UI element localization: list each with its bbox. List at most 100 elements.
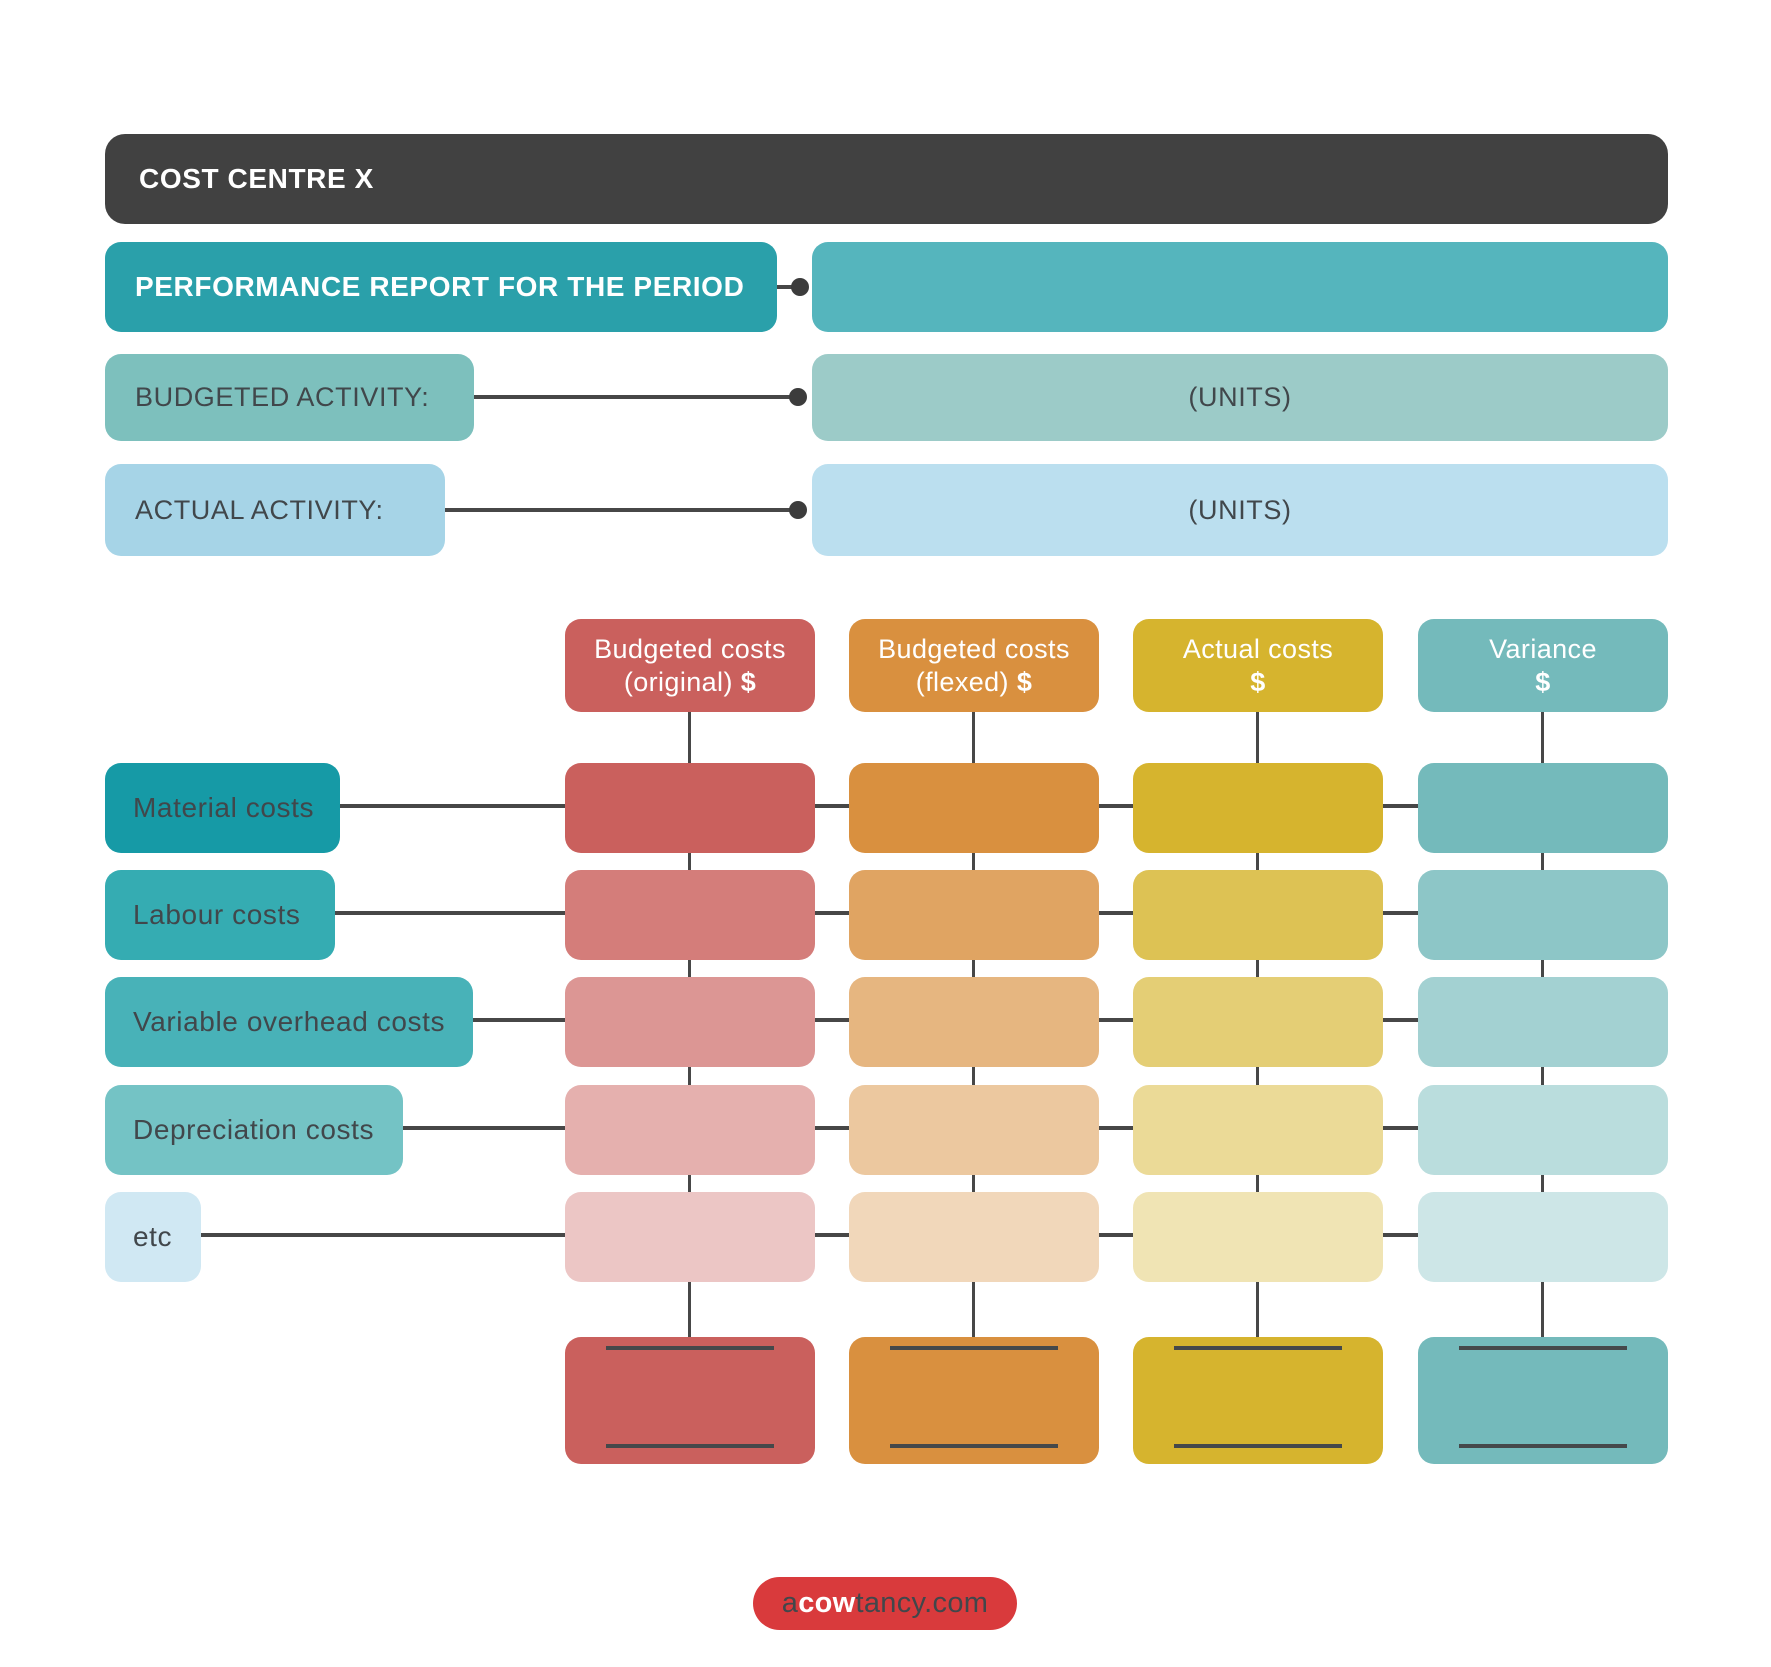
- connector-line: [1256, 1282, 1259, 1337]
- connector-line: [403, 1126, 565, 1130]
- total-rule-top: [606, 1346, 774, 1350]
- actual-activity-label: ACTUAL ACTIVITY:: [135, 494, 384, 525]
- total-box-c0: [565, 1337, 815, 1464]
- connector-line: [1099, 1233, 1133, 1237]
- total-box-c3: [1418, 1337, 1668, 1464]
- column-header-sublabel-text: (original): [623, 666, 733, 697]
- connector-line: [1541, 712, 1544, 763]
- connector-line: [688, 853, 691, 870]
- column-header-variance: Variance $: [1418, 619, 1668, 712]
- connector-line: [335, 911, 565, 915]
- row-label-text: Depreciation costs: [133, 1114, 375, 1145]
- grid-cell-r0-c0: [565, 763, 815, 853]
- grid-cell-r2-c3: [1418, 977, 1668, 1067]
- total-rule-bottom: [1459, 1444, 1627, 1448]
- total-rule-bottom: [1174, 1444, 1342, 1448]
- connector-line: [688, 960, 691, 977]
- column-header-sublabel: $: [1418, 666, 1668, 699]
- currency-symbol: $: [1016, 666, 1033, 697]
- grid-cell-r0-c2: [1133, 763, 1383, 853]
- brand-bold: cow: [798, 1587, 856, 1619]
- connector-line: [1099, 804, 1133, 808]
- connector-line: [1099, 1018, 1133, 1022]
- connector-line: [1541, 853, 1544, 870]
- connector-line: [1256, 1175, 1259, 1192]
- connector-dot: [791, 278, 809, 296]
- brand-suffix: tancy.com: [855, 1587, 989, 1619]
- column-header-sublabel: (original) $: [565, 666, 815, 699]
- total-rule-top: [1459, 1346, 1627, 1350]
- connector-line: [1383, 1233, 1418, 1237]
- grid-cell-r3-c1: [849, 1085, 1099, 1175]
- connector-line: [815, 911, 849, 915]
- grid-cell-r3-c2: [1133, 1085, 1383, 1175]
- connector-line: [1383, 1126, 1418, 1130]
- connector-line: [201, 1233, 565, 1237]
- connector-line: [445, 508, 792, 512]
- row-label-variable-overhead-costs: Variable overhead costs: [105, 977, 473, 1067]
- connector-line: [972, 960, 975, 977]
- connector-line: [815, 1018, 849, 1022]
- connector-line: [688, 712, 691, 763]
- grid-cell-r1-c0: [565, 870, 815, 960]
- connector-line: [1256, 712, 1259, 763]
- grid-cell-r1-c3: [1418, 870, 1668, 960]
- currency-symbol: $: [1535, 666, 1551, 697]
- connector-line: [473, 1018, 565, 1022]
- grid-cell-r1-c2: [1133, 870, 1383, 960]
- connector-line: [688, 1175, 691, 1192]
- actual-activity-units: (UNITS): [1188, 494, 1292, 525]
- total-box-c1: [849, 1337, 1099, 1464]
- row-label-etc: etc: [105, 1192, 201, 1282]
- connector-line: [1383, 1018, 1418, 1022]
- connector-line: [1383, 911, 1418, 915]
- currency-symbol: $: [1250, 666, 1266, 697]
- row-label-text: etc: [133, 1221, 173, 1252]
- performance-report-value-box: [812, 242, 1668, 332]
- column-header-label: Variance: [1489, 633, 1597, 664]
- connector-line: [777, 285, 797, 289]
- connector-line: [972, 1067, 975, 1085]
- connector-line: [972, 712, 975, 763]
- total-box-c2: [1133, 1337, 1383, 1464]
- connector-line: [1099, 1126, 1133, 1130]
- cost-centre-banner: COST CENTRE X: [105, 134, 1668, 224]
- connector-line: [1541, 1175, 1544, 1192]
- column-header-budgeted-flexed: Budgeted costs (flexed) $: [849, 619, 1099, 712]
- currency-symbol: $: [740, 666, 757, 697]
- connector-line: [815, 1233, 849, 1237]
- grid-cell-r3-c0: [565, 1085, 815, 1175]
- connector-dot: [789, 501, 807, 519]
- connector-line: [340, 804, 565, 808]
- column-header-label: Actual costs: [1182, 633, 1334, 664]
- grid-cell-r2-c2: [1133, 977, 1383, 1067]
- column-header-sublabel: $: [1133, 666, 1383, 699]
- column-header-label: Budgeted costs: [878, 633, 1070, 664]
- budgeted-activity-label-box: BUDGETED ACTIVITY:: [105, 354, 474, 441]
- connector-line: [1256, 1067, 1259, 1085]
- connector-dot: [789, 388, 807, 406]
- row-label-text: Variable overhead costs: [133, 1006, 446, 1037]
- brand-badge: a cow tancy.com: [753, 1577, 1017, 1630]
- cost-centre-title: COST CENTRE X: [139, 163, 374, 194]
- total-rule-bottom: [606, 1444, 774, 1448]
- grid-cell-r2-c1: [849, 977, 1099, 1067]
- budgeted-activity-value-box: (UNITS): [812, 354, 1668, 441]
- performance-report-title-box: PERFORMANCE REPORT FOR THE PERIOD: [105, 242, 777, 332]
- connector-line: [1256, 960, 1259, 977]
- column-header-sublabel-text: (flexed): [915, 666, 1009, 697]
- connector-line: [688, 1282, 691, 1337]
- column-header-budgeted-original: Budgeted costs (original) $: [565, 619, 815, 712]
- budgeted-activity-label: BUDGETED ACTIVITY:: [135, 382, 430, 412]
- connector-line: [972, 1175, 975, 1192]
- column-header-sublabel: (flexed) $: [849, 666, 1099, 699]
- budgeted-activity-units: (UNITS): [1188, 382, 1292, 412]
- column-header-label: Budgeted costs: [594, 633, 786, 664]
- connector-line: [972, 853, 975, 870]
- connector-line: [1383, 804, 1418, 808]
- row-label-text: Material costs: [133, 792, 315, 823]
- connector-line: [688, 1067, 691, 1085]
- connector-line: [1099, 911, 1133, 915]
- grid-cell-r3-c3: [1418, 1085, 1668, 1175]
